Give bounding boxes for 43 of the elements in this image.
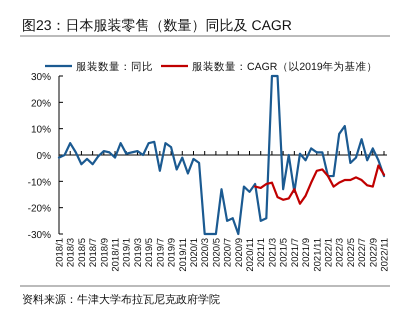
x-tick-label: 2021/7 <box>290 238 301 268</box>
x-tick-label: 2019/7 <box>155 238 166 268</box>
x-tick-label: 2018/5 <box>76 238 88 268</box>
x-tick-label: 2022/5 <box>346 238 357 268</box>
x-tick-label: 2018/1 <box>54 238 66 268</box>
x-tick-label: 2018/11 <box>110 238 122 272</box>
x-tick-label: 2020/3 <box>200 238 212 268</box>
x-tick-label: 2021/11 <box>312 238 324 272</box>
x-tick-label: 2021/3 <box>267 238 278 268</box>
x-tick-label: 2019/5 <box>144 238 156 268</box>
y-tick-label: 30% <box>30 72 52 83</box>
x-tick-label: 2019/3 <box>132 238 144 268</box>
x-tick-label: 2020/1 <box>188 238 200 268</box>
y-tick-label: -10% <box>28 177 52 188</box>
x-tick-label: 2022/3 <box>334 238 346 268</box>
y-tick-label: 20% <box>30 98 52 110</box>
x-tick-label: 2018/7 <box>88 238 100 268</box>
y-tick-label: -30% <box>28 230 52 241</box>
x-tick-label: 2022/1 <box>323 238 334 268</box>
line-series <box>58 74 386 236</box>
x-tick-label: 2020/5 <box>211 238 222 268</box>
chart-title: 图23：日本服装零售（数量）同比及 CAGR <box>22 17 292 33</box>
x-tick-label: 2022/7 <box>357 238 368 268</box>
y-tick-label: 10% <box>30 124 52 136</box>
text: 资料来源：牛津大学布拉瓦尼克政府学院 <box>22 293 220 306</box>
x-tick-label: 2021/1 <box>256 238 268 268</box>
legend-label: 服装数量：CAGR（以2019年为基准） <box>192 60 378 73</box>
x-tick-label: 2022/11 <box>380 238 390 272</box>
x-tick-label: 2022/9 <box>368 238 380 268</box>
x-tick-label: 2021/9 <box>301 238 312 268</box>
x-tick-label: 2018/3 <box>66 238 77 268</box>
x-tick-label: 2019/9 <box>166 238 178 268</box>
x-tick-label: 2021/5 <box>278 238 290 268</box>
x-tick-label: 2018/9 <box>99 238 110 268</box>
x-tick-label: 2020/7 <box>222 238 234 268</box>
x-tick-label: 2019/11 <box>178 238 189 272</box>
x-tick-label: 2020/9 <box>234 238 245 268</box>
x-tick-label: 2019/1 <box>122 238 133 268</box>
legend-label: 服装数量：同比 <box>76 60 153 73</box>
y-tick-label: 0% <box>36 151 52 162</box>
y-tick-label: -20% <box>28 204 52 215</box>
line-series <box>254 164 386 205</box>
x-tick-label: 2020/11 <box>245 238 256 272</box>
